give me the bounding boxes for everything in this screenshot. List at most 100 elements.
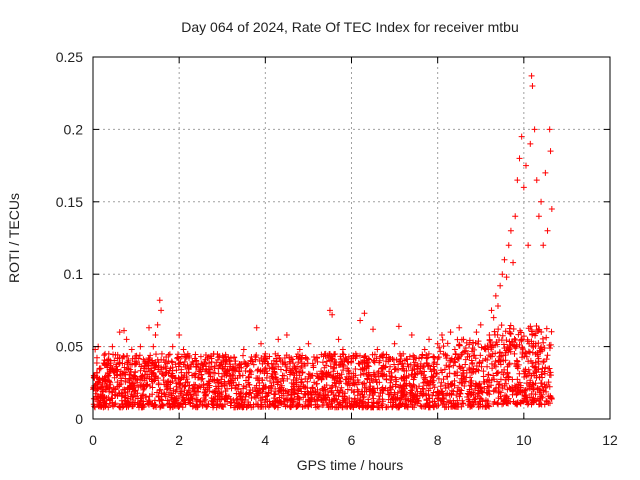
roti-point-band [509,387,516,394]
roti-point-band [288,395,295,402]
roti-point-band [326,371,333,378]
roti-point-band [503,400,510,407]
roti-point-band [106,388,113,395]
roti-point [107,379,114,386]
roti-point-band [506,360,513,367]
roti-point-band [375,393,382,400]
x-tick-label: 10 [516,432,532,448]
roti-point-band [538,347,545,354]
roti-point-band [199,361,206,368]
roti-point [174,355,181,362]
roti-point-band [440,376,447,383]
roti-point [326,307,333,314]
roti-point-band [319,359,326,366]
roti-point-band [418,390,425,397]
roti-point [314,355,321,362]
roti-point-band [435,388,442,395]
roti-point-band [507,330,514,337]
roti-point-band [463,374,470,381]
roti-point [434,340,441,347]
roti-point [180,346,187,353]
roti-point-band [484,356,491,363]
roti-point-band [546,345,553,352]
roti-point-band [444,340,451,347]
roti-point [279,372,286,379]
roti-point-band [190,381,197,388]
roti-point-band [138,363,145,370]
roti-point-band [210,398,217,405]
roti-point-band [488,382,495,389]
roti-point-band [166,351,173,358]
roti-point-band [336,378,343,385]
roti-point-band [476,359,483,366]
roti-point-band [442,385,449,392]
roti-point-band [499,332,506,339]
roti-point [430,360,437,367]
roti-point-band [340,362,347,369]
roti-point-band [468,377,475,384]
roti-point [391,340,398,347]
roti-point-band [116,404,123,411]
roti-point-band [491,328,498,335]
roti-point-band [401,400,408,407]
roti-point-band [287,396,294,403]
roti-point-band [524,338,531,345]
roti-point-band [253,388,260,395]
roti-point-band [102,361,109,368]
roti-point [538,198,545,205]
roti-point [223,372,230,379]
roti-point-band [365,403,372,410]
roti-point-band [269,370,276,377]
roti-point-band [177,390,184,397]
roti-point-band [528,390,535,397]
roti-point-band [496,349,503,356]
roti-point [90,372,97,379]
roti-point [318,375,325,382]
roti-point-band [423,352,430,359]
roti-point-band [261,370,268,377]
roti-point-band [103,400,110,407]
roti-point-band [487,341,494,348]
roti-point-band [172,400,179,407]
roti-point-band [456,342,463,349]
roti-point [258,340,265,347]
roti-point [105,360,112,367]
roti-point-band [147,383,154,390]
roti-point-band [357,371,364,378]
roti-point-band [359,359,366,366]
roti-point-band [139,403,146,410]
roti-point [270,360,277,367]
roti-point-band [266,353,273,360]
roti-point-band [522,392,529,399]
roti-point [497,282,504,289]
roti-point-band [474,400,481,407]
roti-point-band [504,369,511,376]
roti-point-band [265,385,272,392]
roti-point-band [426,402,433,409]
roti-point-band [256,358,263,365]
roti-point [158,350,165,357]
roti-point-band [364,362,371,369]
roti-point-band [451,402,458,409]
roti-point-band [276,394,283,401]
roti-point-band [437,348,444,355]
roti-point [426,336,433,343]
roti-point-band [223,392,230,399]
roti-point [447,329,454,336]
roti-point [525,242,532,249]
roti-point-band [246,369,253,376]
roti-point-band [170,390,177,397]
roti-point-band [337,356,344,363]
roti-point-band [423,396,430,403]
roti-point-band [489,365,496,372]
roti-point-band [486,379,493,386]
roti-point-band [400,383,407,390]
roti-point [370,326,377,333]
roti-point-band [222,396,229,403]
roti-point-band [494,378,501,385]
roti-point-band [198,360,205,367]
roti-point-band [437,367,444,374]
roti-point-band [539,383,546,390]
roti-point-band [155,359,162,366]
roti-point-band [507,322,514,329]
